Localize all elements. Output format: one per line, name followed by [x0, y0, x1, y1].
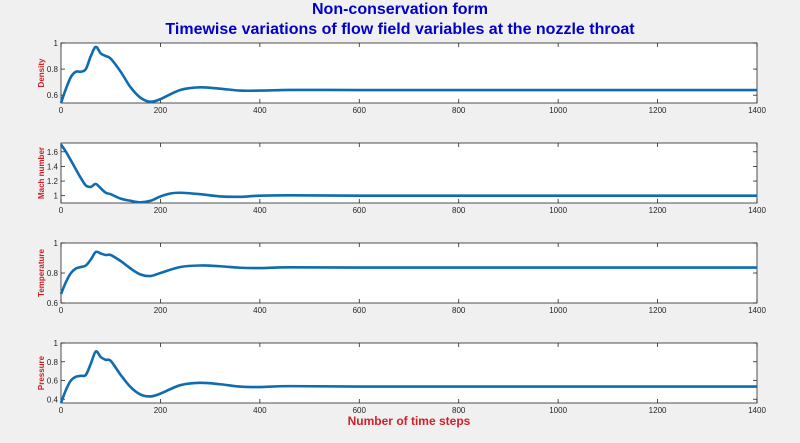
x-tick-label: 600	[353, 406, 367, 415]
y-axis-label: Mach number	[37, 147, 46, 199]
plot-area	[60, 242, 758, 304]
y-tick-label: 1.2	[47, 177, 59, 186]
x-tick-label: 1000	[549, 306, 567, 315]
y-tick-label: 0.8	[47, 358, 59, 367]
data-line	[59, 143, 757, 204]
x-tick-label: 200	[154, 106, 168, 115]
x-tick-label: 1400	[748, 406, 766, 415]
y-tick-label: 1.6	[47, 148, 59, 157]
x-tick-label: 0	[59, 306, 64, 315]
y-tick-label: 0.8	[47, 269, 59, 278]
y-tick-label: 0.6	[47, 299, 59, 308]
x-tick-label: 1000	[549, 206, 567, 215]
x-tick-label: 1400	[748, 106, 766, 115]
x-tick-label: 800	[452, 106, 466, 115]
x-tick-label: 1000	[549, 106, 567, 115]
x-tick-label: 1200	[649, 306, 667, 315]
subplot-pressure: 0 200 400 600 800 1000 1200 1400 0.4 0.6 0.8 1 Press…	[37, 339, 766, 415]
x-tick-label: 400	[253, 406, 267, 415]
y-tick-label: 0.6	[47, 377, 59, 386]
x-tick-label: 600	[353, 106, 367, 115]
data-line	[59, 250, 757, 295]
x-tick-label: 0	[59, 206, 64, 215]
y-tick-label: 1.4	[47, 162, 59, 171]
x-tick-label: 400	[253, 306, 267, 315]
plot-area	[60, 342, 758, 404]
x-tick-label: 600	[353, 306, 367, 315]
y-tick-label: 0.6	[47, 91, 59, 100]
chart-title-line2: Timewise variations of flow field variab…	[165, 21, 635, 38]
subplot-temperature: 0 200 400 600 800 1000 1200 1400 0.6 0.8 1 Temperat…	[37, 239, 766, 315]
y-tick-label: 0.4	[47, 395, 59, 404]
x-tick-label: 1200	[649, 106, 667, 115]
x-tick-label: 800	[452, 306, 466, 315]
y-axis-label: Density	[37, 58, 46, 87]
chart-title-line1: Non-conservation form	[311, 1, 488, 18]
subplot-density: 0 200 400 600 800 1000 1200 1400 0.6 0.8 1 Density	[37, 39, 766, 115]
x-tick-label: 0	[59, 406, 64, 415]
y-tick-label: 1	[54, 39, 59, 48]
y-tick-label: 1	[54, 339, 59, 348]
x-tick-label: 1000	[549, 406, 567, 415]
x-tick-label: 1200	[649, 406, 667, 415]
x-tick-label: 200	[154, 206, 168, 215]
y-tick-label: 1	[54, 192, 59, 201]
x-tick-label: 200	[154, 406, 168, 415]
x-tick-label: 400	[253, 206, 267, 215]
y-tick-label: 1	[54, 239, 59, 248]
y-tick-label: 0.8	[47, 65, 59, 74]
x-tick-label: 0	[59, 106, 64, 115]
x-tick-label: 800	[452, 206, 466, 215]
x-tick-label: 1400	[748, 306, 766, 315]
y-axis-label: Pressure	[37, 355, 46, 390]
x-tick-label: 1200	[649, 206, 667, 215]
x-tick-label: 400	[253, 106, 267, 115]
x-axis-label: Number of time steps	[347, 414, 471, 428]
data-line	[59, 45, 757, 104]
x-tick-label: 600	[353, 206, 367, 215]
plot-area	[60, 42, 758, 104]
y-axis-label: Temperature	[37, 249, 46, 297]
subplot-mach-number: 0 200 400 600 800 1000 1200 1400 1 1.2 1.4 1.6Mach …	[37, 142, 766, 215]
x-tick-label: 200	[154, 306, 168, 315]
x-tick-label: 800	[452, 406, 466, 415]
data-line	[59, 350, 758, 404]
x-tick-label: 1400	[748, 206, 766, 215]
